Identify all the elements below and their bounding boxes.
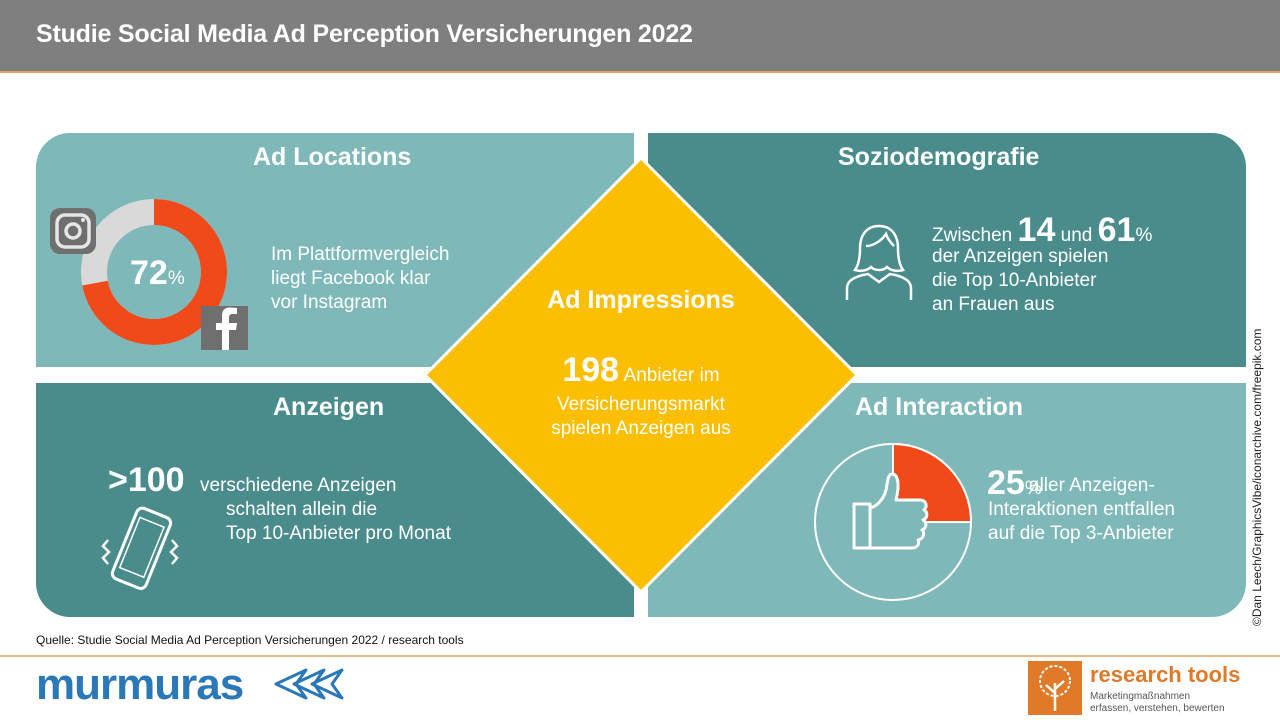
ad-locations-line2: liegt Facebook klar [271, 268, 431, 289]
ad-interaction-value: 25 [987, 464, 1025, 502]
research-tools-tagline-1: Marketingmaßnahmen [1090, 691, 1191, 702]
ad-locations-title: Ad Locations [253, 143, 412, 171]
footer-divider [0, 655, 1280, 657]
anzeigen-line1: verschiedene Anzeigen [200, 475, 397, 496]
research-tools-tree-icon [1028, 661, 1082, 715]
soziodemografie-title: Soziodemografie [838, 143, 1040, 171]
ad-interaction-title: Ad Interaction [855, 393, 1024, 421]
soziodemografie-line2: der Anzeigen spielen [932, 246, 1109, 267]
source-note: Quelle: Studie Social Media Ad Perceptio… [36, 633, 464, 647]
ad-locations-value: 72 [130, 254, 168, 292]
ad-interaction-line3: auf die Top 3-Anbieter [988, 523, 1174, 544]
soziodemografie-connector: und [1060, 225, 1093, 246]
platform-donut-chart [50, 199, 248, 350]
ad-interaction-percentage: 25% [987, 463, 1042, 509]
ad-interaction-line2: Interaktionen entfallen [988, 499, 1175, 520]
ad-interaction-line1: aller Anzeigen- [1029, 475, 1155, 496]
ad-impressions-line2: Versicherungsmarkt [557, 394, 725, 415]
ad-impressions-title: Ad Impressions [547, 286, 735, 314]
ad-impressions-line1: Anbieter im [623, 365, 720, 386]
anzeigen-line2: schalten allein die [226, 499, 378, 520]
instagram-icon [50, 208, 96, 254]
anzeigen-title: Anzeigen [273, 393, 385, 421]
research-tools-logo-text: research tools [1090, 662, 1241, 687]
page-title: Studie Social Media Ad Perception Versic… [36, 20, 693, 48]
smartphone-icon [101, 506, 179, 590]
ad-impressions-headline: 198 Anbieter im [511, 350, 771, 397]
murmuras-bird-icon [274, 668, 344, 700]
image-credit: ©Dan Leech/GraphicsVibe/iconarchive.com/… [1250, 328, 1264, 626]
facebook-share-arc [81, 199, 227, 345]
soziodemografie-line1: Zwischen 14 und 61% [932, 208, 1152, 258]
ad-locations-percentage: 72% [130, 255, 185, 297]
anzeigen-line3: Top 10-Anbieter pro Monat [226, 523, 451, 544]
header-bar: Studie Social Media Ad Perception Versic… [0, 0, 1280, 73]
murmuras-logo: murmuras [36, 660, 244, 710]
soziodemografie-value1: 14 [1017, 211, 1056, 249]
soziodemografie-unit: % [1135, 225, 1153, 246]
research-tools-tagline-2: erfassen, verstehen, bewerten [1090, 703, 1225, 714]
soziodemografie-prefix: Zwischen [932, 225, 1013, 246]
facebook-icon [201, 306, 248, 350]
soziodemografie-line4: an Frauen aus [932, 294, 1055, 315]
ad-locations-line3: vor Instagram [271, 292, 388, 313]
ad-locations-line1: Im Plattformvergleich [271, 244, 450, 265]
ad-impressions-line3: spielen Anzeigen aus [551, 418, 731, 439]
murmuras-logo-text: murmuras [36, 660, 244, 709]
ad-impressions-value: 198 [562, 351, 620, 389]
soziodemografie-value2: 61 [1097, 211, 1136, 249]
soziodemografie-line3: die Top 10-Anbieter [932, 270, 1097, 291]
ad-locations-unit: % [167, 268, 185, 289]
anzeigen-value: >100 [108, 461, 185, 499]
ad-interaction-unit: % [1024, 478, 1042, 499]
interaction-pie-chart [814, 442, 973, 601]
woman-icon [845, 224, 913, 300]
